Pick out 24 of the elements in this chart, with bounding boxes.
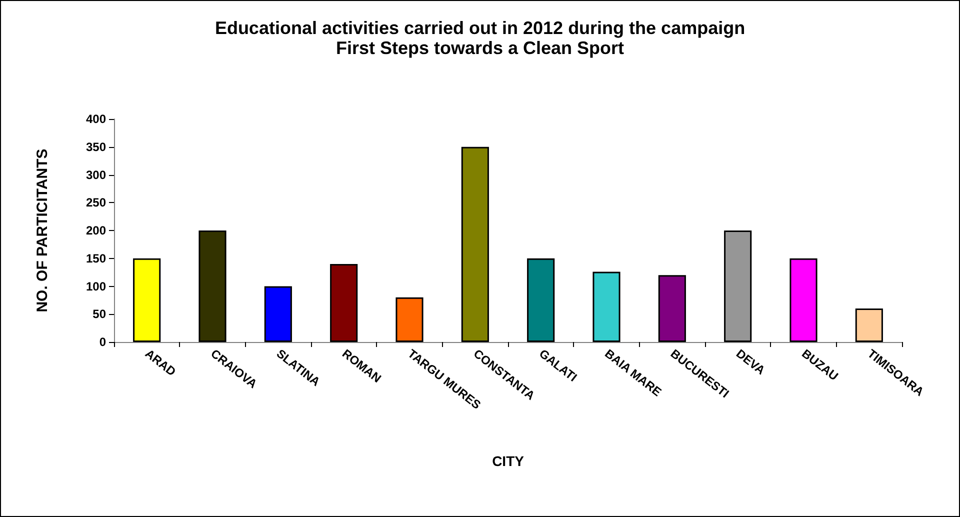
bar	[592, 272, 620, 342]
bar	[790, 258, 818, 342]
y-axis-title: NO. OF PARTICITANTS	[34, 148, 51, 312]
bar	[198, 230, 226, 342]
bar	[527, 258, 555, 342]
y-tick-label: 100	[86, 279, 106, 294]
bar	[855, 308, 883, 342]
bar	[658, 275, 686, 342]
y-tick-label: 400	[86, 112, 106, 126]
bar	[133, 258, 161, 342]
bar	[396, 297, 424, 342]
x-axis-title: CITY	[492, 453, 525, 469]
y-tick-label: 350	[86, 140, 106, 154]
y-tick-label: 250	[86, 196, 106, 210]
bar	[461, 146, 489, 342]
y-tick-label: 150	[86, 251, 106, 266]
y-tick-label: 200	[86, 224, 106, 238]
bar	[264, 286, 292, 342]
bar	[724, 230, 752, 342]
y-tick-label: 300	[86, 168, 106, 182]
bar	[330, 264, 358, 342]
chart-title: Educational activities carried out in 2012 during the campaign First Steps towards a Clean Sport	[214, 18, 746, 58]
y-tick-label: 50	[92, 307, 106, 322]
y-tick-label: 0	[99, 335, 106, 349]
